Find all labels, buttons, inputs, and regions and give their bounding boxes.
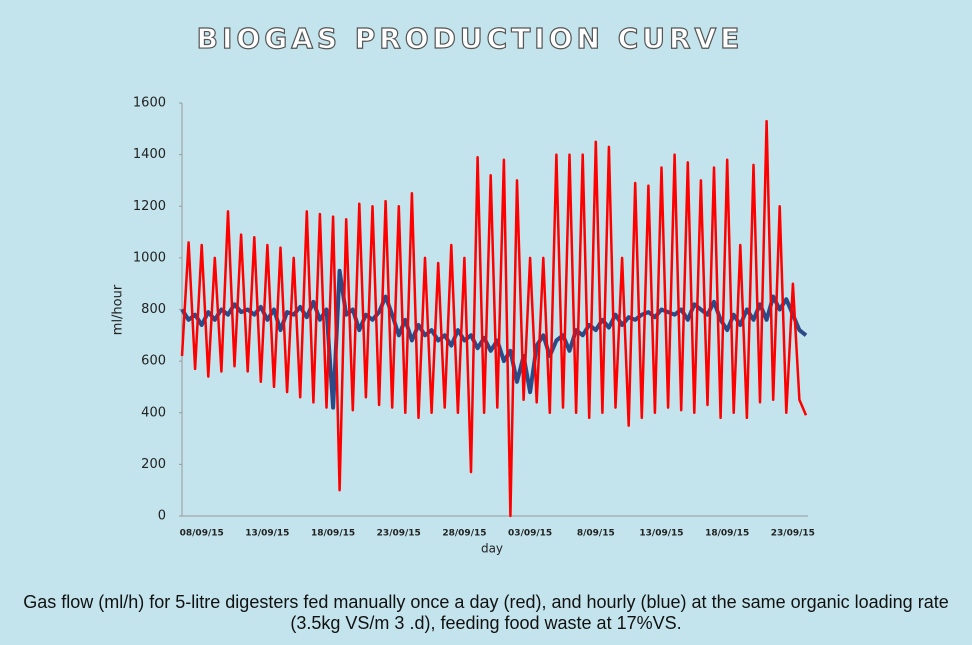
chart-title: BIOGAS PRODUCTION CURVE	[197, 22, 744, 55]
x-tick-label: 23/09/15	[377, 529, 421, 539]
x-axis-label: day	[481, 542, 503, 556]
x-tick-label: 08/09/15	[180, 529, 224, 539]
y-tick-label: 600	[141, 354, 166, 369]
y-tick-label: 1600	[133, 96, 166, 111]
y-axis-label: ml/hour	[111, 284, 126, 335]
x-tick-label: 8/09/15	[577, 529, 615, 539]
y-tick-label: 1200	[133, 199, 166, 214]
y-tick-label: 1000	[133, 250, 166, 265]
x-tick-label: 18/09/15	[311, 529, 355, 539]
chart: BIOGAS PRODUCTION CURVE ml/hour day 0 200…	[111, 21, 815, 556]
x-tick-label: 13/09/15	[639, 529, 683, 539]
y-tick-label: 200	[141, 457, 166, 472]
data-line	[180, 268, 808, 410]
data-line	[180, 119, 808, 518]
y-tick-label: 400	[141, 405, 166, 420]
caption: Gas flow (ml/h) for 5-litre digesters fe…	[23, 592, 949, 633]
y-tick-label: 1400	[133, 147, 166, 162]
y-tick-label: 800	[141, 302, 166, 317]
y-tick-label: 0	[158, 509, 166, 524]
x-tick-label: 13/09/15	[245, 529, 289, 539]
x-tick-label: 23/09/15	[771, 529, 815, 539]
x-tick-label: 18/09/15	[705, 529, 749, 539]
x-tick-label: 03/09/15	[508, 529, 552, 539]
x-tick-label: 28/09/15	[442, 529, 486, 539]
